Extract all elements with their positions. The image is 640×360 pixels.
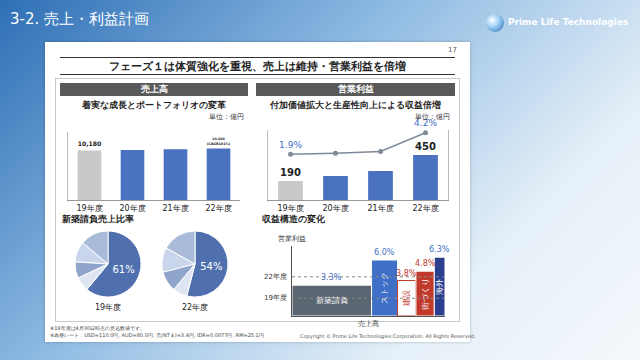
svg-text:19年度: 19年度 [76, 204, 102, 213]
svg-text:営業利益: 営業利益 [278, 235, 306, 243]
html-text:※為替レート：USD=110.0円, AUD=80.0円,: ※為替レート：USD=110.0円, AUD=80.0円, 元(NT＄)=3.4… [50, 332, 264, 338]
svg-text:61%: 61% [112, 264, 134, 275]
html-text:※19年度は4月30日時点の見込数値です。: ※19年度は4月30日時点の見込数値です。 [50, 325, 146, 331]
svg-text:4.2%: 4.2% [414, 118, 437, 129]
svg-text:建設: 建設 [402, 290, 411, 307]
svg-text:190: 190 [280, 167, 301, 178]
html-text:売上高: 売上高 [140, 84, 168, 94]
html-text:単位：億円: 単位：億円 [209, 113, 244, 121]
svg-text:6.3%: 6.3% [429, 245, 450, 254]
svg-text:ストック: ストック [380, 272, 389, 304]
svg-text:新築請負: 新築請負 [316, 296, 348, 305]
html-text:単位：億円: 単位：億円 [415, 113, 450, 121]
svg-text:22年度: 22年度 [264, 273, 287, 281]
svg-text:街づくり: 街づくり [421, 278, 430, 310]
svg-text:3.8%: 3.8% [396, 269, 417, 278]
svg-text:1.9%: 1.9% [279, 140, 302, 150]
html-text:収益構造の変化: 収益構造の変化 [262, 214, 325, 224]
svg-text:21年度: 21年度 [367, 204, 393, 213]
html-text:フェーズ１は体質強化を重視、売上は維持・営業利益を倍増: フェーズ１は体質強化を重視、売上は維持・営業利益を倍増 [109, 60, 406, 72]
html-text:付加価値拡大と生産性向上による収益倍増: 付加価値拡大と生産性向上による収益倍増 [270, 100, 441, 110]
svg-text:10,180: 10,180 [78, 140, 102, 147]
svg-text:21年度: 21年度 [162, 204, 188, 213]
svg-text:450: 450 [415, 141, 436, 152]
html-text:着実な成長とポートフォリオの変革: 着実な成長とポートフォリオの変革 [82, 100, 226, 110]
svg-text:3.3%: 3.3% [321, 273, 342, 282]
svg-text:4.8%: 4.8% [415, 259, 436, 268]
svg-text:売上高: 売上高 [358, 320, 379, 328]
html-text:Copyright © Prime Life Technol: Copyright © Prime Life Technologies Corp… [300, 333, 476, 339]
html-text:Prime Life Technologies: Prime Life Technologies [508, 17, 629, 27]
svg-text:20年度: 20年度 [119, 204, 145, 213]
svg-text:19年度: 19年度 [264, 294, 287, 302]
svg-text:20年度: 20年度 [322, 204, 348, 213]
html-text:新築請負売上比率: 新築請負売上比率 [62, 214, 134, 224]
svg-text:22年度: 22年度 [182, 303, 208, 312]
svg-text:19年度: 19年度 [277, 204, 303, 213]
svg-text:海外: 海外 [435, 279, 444, 295]
html-text:営業利益: 営業利益 [337, 84, 374, 94]
svg-text:19年度: 19年度 [95, 303, 121, 312]
svg-text:6.0%: 6.0% [374, 248, 395, 257]
svg-text:22年度: 22年度 [412, 204, 438, 213]
svg-text:54%: 54% [200, 261, 222, 272]
html-text:3-2. 売上・利益計画: 3-2. 売上・利益計画 [10, 10, 149, 28]
svg-text:10,600(CAGR101%): 10,600(CAGR101%) [207, 137, 231, 145]
html-text:17: 17 [448, 46, 457, 54]
svg-text:22年度: 22年度 [205, 204, 231, 213]
